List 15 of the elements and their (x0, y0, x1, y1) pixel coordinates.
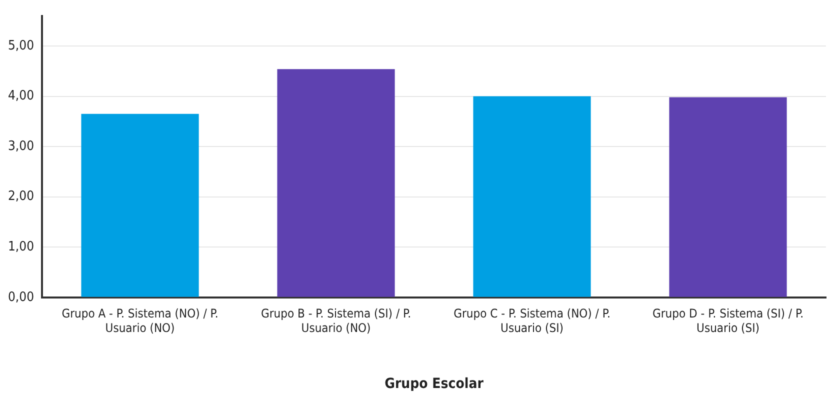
y-tick-label: 5,00 (8, 38, 34, 54)
y-tick-label: 2,00 (8, 189, 34, 204)
y-tick-label: 0,00 (8, 290, 34, 305)
x-tick-label: Grupo A - P. Sistema (NO) / P. Usuario (NO) (62, 306, 218, 336)
x-tick-label: Grupo B - P. Sistema (SI) / P. Usuario (NO) (260, 306, 412, 336)
bar (277, 69, 395, 297)
y-tick-label: 4,00 (8, 88, 34, 104)
x-axis-title: Grupo Escolar (384, 376, 484, 392)
bar (81, 114, 199, 297)
x-tick-label: Grupo C - P. Sistema (NO) / P. Usuario (SI) (454, 306, 610, 336)
x-tick-label: Grupo D - P. Sistema (SI) / P. Usuario (SI) (652, 306, 804, 336)
y-tick-label: 1,00 (8, 239, 34, 254)
bar (473, 96, 591, 297)
bar (669, 97, 787, 297)
y-tick-label: 3,00 (8, 138, 34, 154)
